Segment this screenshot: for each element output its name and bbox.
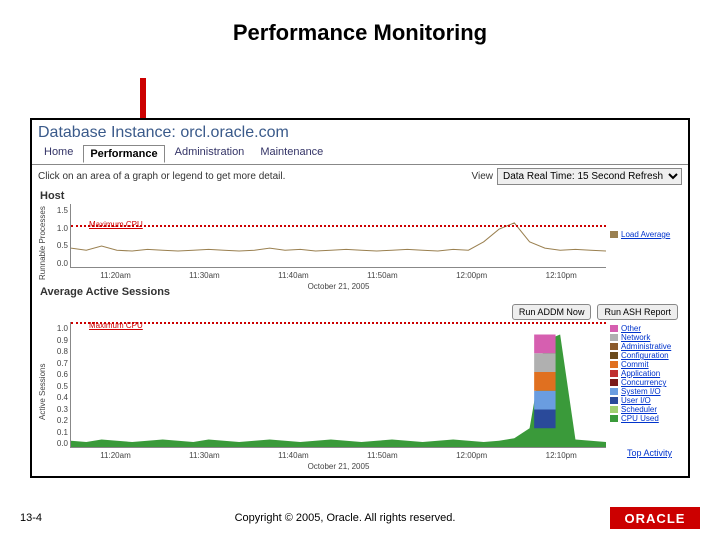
db-instance-title: Database Instance: orcl.oracle.com <box>32 120 688 144</box>
run-ash-button[interactable]: Run ASH Report <box>597 304 678 320</box>
tab-performance[interactable]: Performance <box>83 145 164 163</box>
run-addm-button[interactable]: Run ADDM Now <box>512 304 592 320</box>
legend-commit[interactable]: Commit <box>621 360 649 369</box>
sessions-legend: OtherNetworkAdministrativeConfigurationC… <box>606 322 682 462</box>
oracle-logo: ORACLE <box>610 507 700 529</box>
host-chart[interactable]: Runnable Processes 1.51.00.50.0 Maximum … <box>38 204 682 282</box>
sessions-plot[interactable]: Maximum CPU 11:20am11:30am11:40am11:50am… <box>70 322 606 448</box>
sessions-date: October 21, 2005 <box>71 462 606 471</box>
host-maxcpu-label[interactable]: Maximum CPU <box>89 220 143 229</box>
host-yaxis: 1.51.00.50.0 <box>50 204 70 282</box>
tip-text: Click on an area of a graph or legend to… <box>38 171 285 182</box>
host-plot[interactable]: Maximum CPU 11:20am11:30am11:40am11:50am… <box>70 204 606 268</box>
top-activity-link[interactable]: Top Activity <box>627 448 672 458</box>
legend-cpu-used[interactable]: CPU Used <box>621 414 659 423</box>
page-number: 13-4 <box>20 512 80 524</box>
sessions-yaxis: 1.00.90.80.70.60.50.40.30.20.10.0 <box>50 322 70 462</box>
sessions-maxcpu-label[interactable]: Maximum CPU <box>89 321 143 330</box>
legend-configuration[interactable]: Configuration <box>621 351 669 360</box>
legend-other[interactable]: Other <box>621 324 641 333</box>
host-date: October 21, 2005 <box>71 282 606 291</box>
legend-application[interactable]: Application <box>621 369 660 378</box>
tab-bar: Home Performance Administration Maintena… <box>32 144 688 165</box>
screenshot-frame: Database Instance: orcl.oracle.com Home … <box>30 118 690 478</box>
host-ylabel: Runnable Processes <box>38 204 50 282</box>
tab-home[interactable]: Home <box>38 144 79 162</box>
legend-scheduler[interactable]: Scheduler <box>621 405 657 414</box>
view-select[interactable]: Data Real Time: 15 Second Refresh <box>497 168 682 185</box>
sessions-chart[interactable]: Active Sessions 1.00.90.80.70.60.50.40.3… <box>38 322 682 462</box>
legend-load-average[interactable]: Load Average <box>621 230 670 239</box>
legend-network[interactable]: Network <box>621 333 650 342</box>
legend-administrative[interactable]: Administrative <box>621 342 671 351</box>
view-label: View <box>472 171 494 182</box>
tab-administration[interactable]: Administration <box>169 144 251 162</box>
host-legend: Load Average <box>606 204 682 282</box>
legend-system-i-o[interactable]: System I/O <box>621 387 661 396</box>
tab-maintenance[interactable]: Maintenance <box>254 144 329 162</box>
copyright: Copyright © 2005, Oracle. All rights res… <box>80 512 610 524</box>
sessions-ylabel: Active Sessions <box>38 322 50 462</box>
sub-bar: Click on an area of a graph or legend to… <box>32 165 688 188</box>
legend-concurrency[interactable]: Concurrency <box>621 378 666 387</box>
footer: 13-4 Copyright © 2005, Oracle. All right… <box>0 496 720 540</box>
slide-title: Performance Monitoring <box>0 0 720 54</box>
host-label: Host <box>32 188 688 204</box>
legend-user-i-o[interactable]: User I/O <box>621 396 651 405</box>
